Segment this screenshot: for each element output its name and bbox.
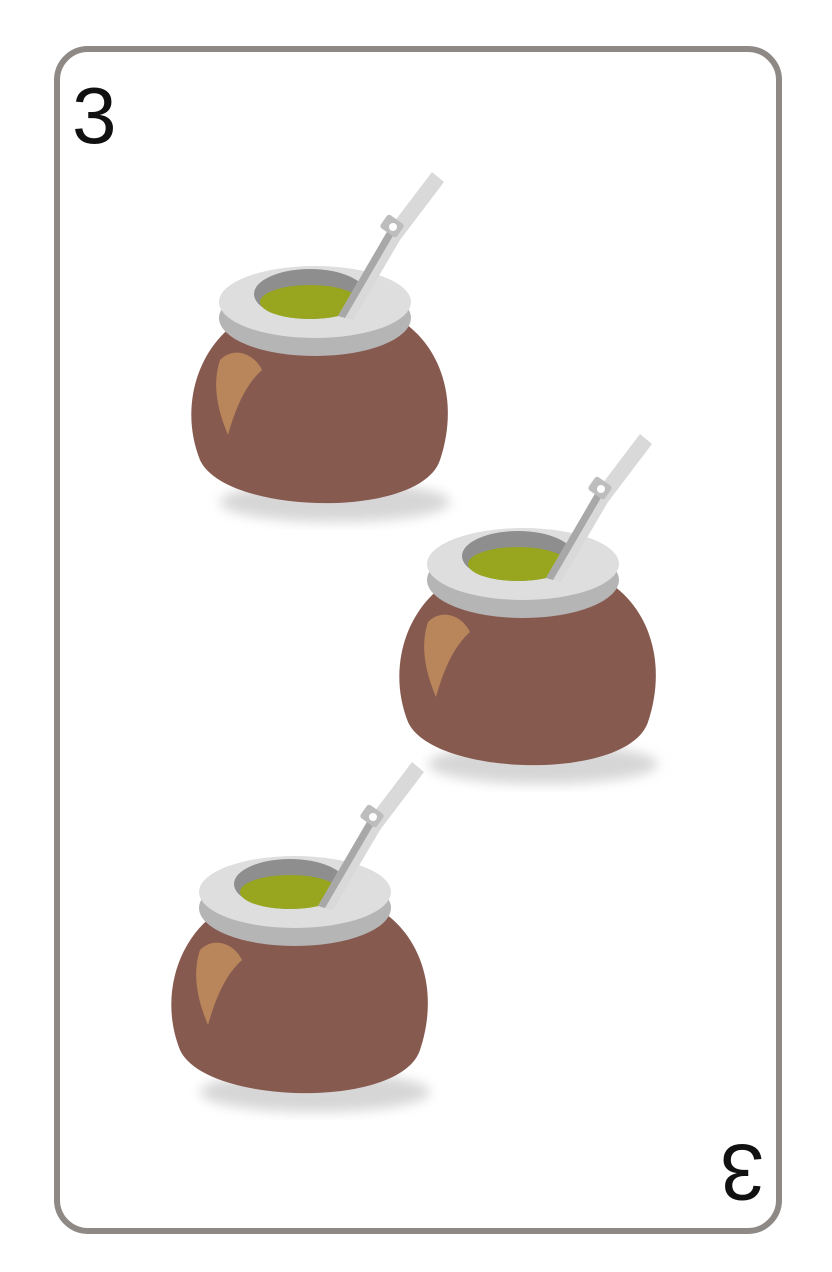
mate-gourd-svg [171, 762, 430, 1112]
rank-bottom: 3 [719, 1128, 765, 1217]
playing-card[interactable]: 3 3 [54, 46, 782, 1234]
rank-top: 3 [72, 71, 117, 160]
mate-gourd-icon [170, 140, 470, 540]
mate-gourd-icon [150, 730, 450, 1130]
mate-gourd-icon [378, 402, 678, 802]
mate-gourd-svg [191, 172, 450, 522]
mate-gourd-svg [399, 434, 658, 784]
